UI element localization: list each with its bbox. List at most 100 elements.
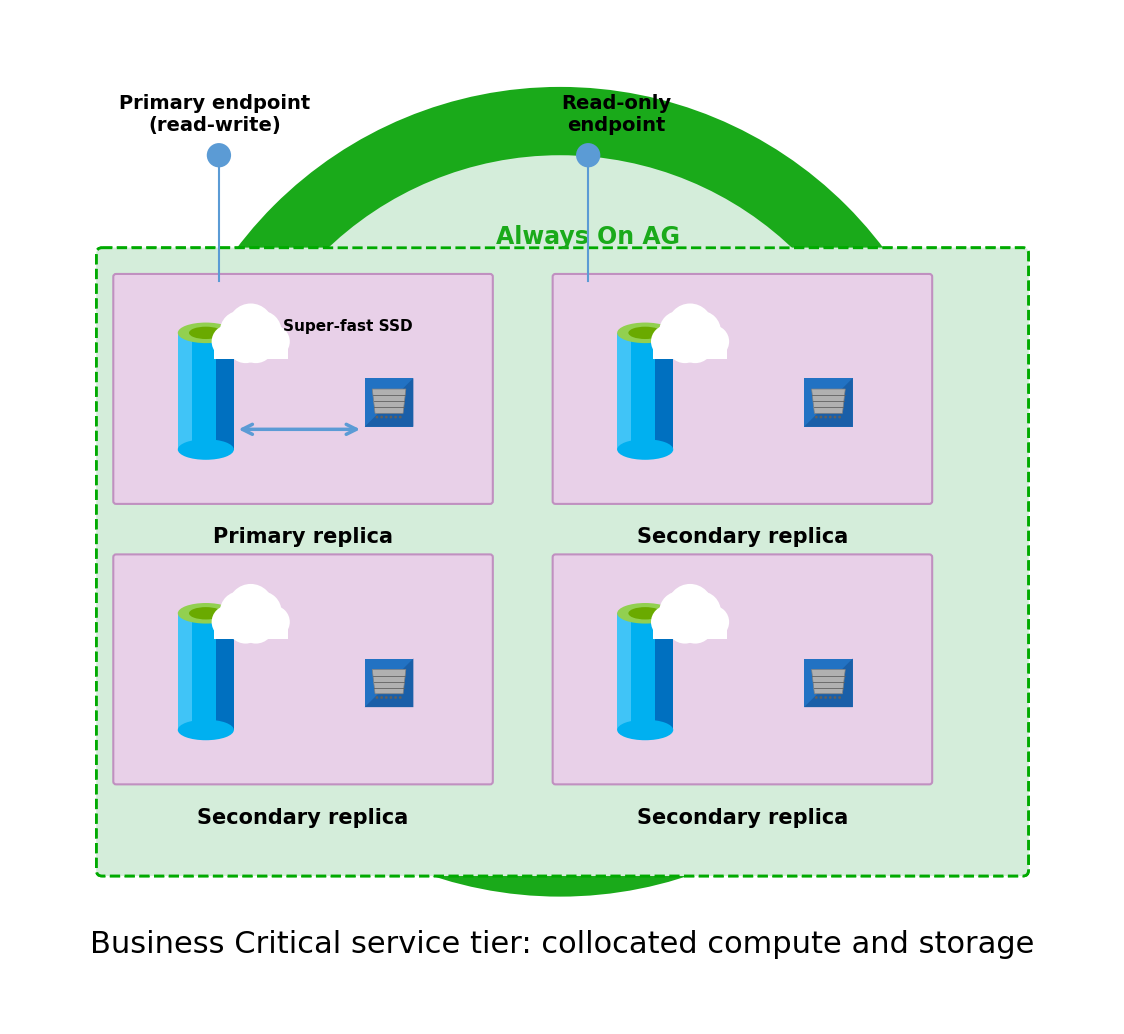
Circle shape (257, 325, 290, 358)
Polygon shape (812, 389, 845, 414)
FancyBboxPatch shape (553, 274, 932, 504)
Circle shape (241, 310, 281, 352)
Circle shape (390, 696, 392, 699)
Circle shape (668, 304, 713, 348)
Ellipse shape (617, 720, 673, 740)
Circle shape (241, 591, 281, 632)
Ellipse shape (178, 439, 234, 460)
Circle shape (220, 310, 261, 352)
Circle shape (828, 416, 832, 419)
Circle shape (380, 696, 383, 699)
Text: Super-fast SSD: Super-fast SSD (283, 318, 413, 334)
Circle shape (207, 143, 232, 168)
Circle shape (399, 696, 401, 699)
Circle shape (815, 416, 817, 419)
Circle shape (839, 696, 841, 699)
Polygon shape (372, 669, 406, 694)
Ellipse shape (189, 607, 223, 619)
Circle shape (227, 326, 264, 363)
Bar (804, 378, 853, 427)
Bar (804, 659, 853, 707)
Circle shape (211, 325, 245, 358)
Polygon shape (812, 669, 845, 694)
Circle shape (815, 696, 817, 699)
Circle shape (667, 326, 704, 363)
Circle shape (575, 143, 600, 168)
Polygon shape (372, 389, 406, 414)
Polygon shape (804, 659, 853, 707)
Polygon shape (216, 613, 234, 730)
FancyBboxPatch shape (97, 248, 1028, 876)
Circle shape (395, 696, 397, 699)
Ellipse shape (178, 720, 234, 740)
Ellipse shape (189, 327, 223, 339)
Circle shape (380, 416, 383, 419)
Circle shape (696, 325, 729, 358)
FancyBboxPatch shape (114, 274, 492, 504)
Circle shape (384, 416, 388, 419)
Polygon shape (178, 333, 234, 450)
Polygon shape (365, 659, 414, 707)
Bar (653, 338, 727, 359)
Circle shape (824, 696, 827, 699)
Circle shape (819, 416, 823, 419)
Circle shape (828, 696, 832, 699)
Polygon shape (655, 333, 673, 450)
Ellipse shape (617, 439, 673, 460)
Polygon shape (804, 378, 853, 427)
Ellipse shape (628, 327, 662, 339)
Circle shape (257, 606, 290, 638)
Circle shape (228, 584, 273, 629)
Circle shape (390, 416, 392, 419)
Bar (214, 619, 288, 639)
Polygon shape (617, 333, 673, 450)
Bar (365, 378, 414, 427)
Text: Secondary replica: Secondary replica (637, 527, 847, 547)
Circle shape (651, 606, 683, 638)
Circle shape (680, 310, 720, 352)
Text: Secondary replica: Secondary replica (198, 808, 409, 828)
Bar (214, 338, 288, 359)
Text: Secondary replica: Secondary replica (637, 808, 847, 828)
Circle shape (375, 416, 379, 419)
Circle shape (384, 696, 388, 699)
Circle shape (651, 325, 683, 358)
Circle shape (696, 606, 729, 638)
Circle shape (375, 696, 379, 699)
Text: Primary endpoint
(read-write): Primary endpoint (read-write) (119, 94, 310, 134)
Bar (365, 659, 414, 707)
Text: Read-only
endpoint: Read-only endpoint (561, 94, 671, 134)
Circle shape (237, 607, 274, 643)
Polygon shape (216, 333, 234, 450)
Circle shape (668, 584, 713, 629)
Ellipse shape (628, 607, 662, 619)
Ellipse shape (617, 323, 673, 343)
Circle shape (659, 591, 700, 632)
Circle shape (680, 591, 720, 632)
Circle shape (220, 591, 261, 632)
Circle shape (211, 606, 245, 638)
Ellipse shape (178, 323, 234, 343)
Circle shape (677, 607, 714, 643)
Circle shape (819, 696, 823, 699)
Text: Business Critical service tier: collocated compute and storage: Business Critical service tier: collocat… (90, 931, 1034, 960)
Circle shape (395, 416, 397, 419)
Ellipse shape (178, 603, 234, 624)
Polygon shape (178, 333, 192, 450)
FancyBboxPatch shape (553, 554, 932, 785)
Polygon shape (617, 333, 632, 450)
Circle shape (659, 310, 700, 352)
Polygon shape (178, 613, 234, 730)
Text: Always On AG: Always On AG (496, 225, 680, 249)
Circle shape (677, 326, 714, 363)
Circle shape (237, 326, 274, 363)
Polygon shape (365, 378, 414, 427)
Circle shape (227, 607, 264, 643)
Polygon shape (655, 613, 673, 730)
Polygon shape (178, 613, 192, 730)
Circle shape (667, 607, 704, 643)
Circle shape (824, 416, 827, 419)
Polygon shape (617, 613, 673, 730)
FancyBboxPatch shape (114, 554, 492, 785)
Circle shape (399, 416, 401, 419)
